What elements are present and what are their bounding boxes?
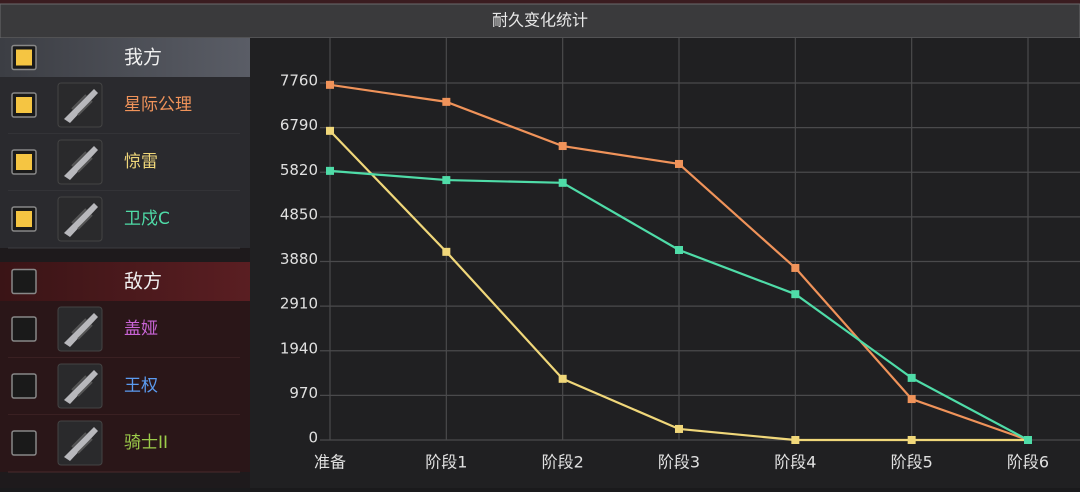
checkbox[interactable] <box>11 268 37 295</box>
data-point <box>442 247 451 256</box>
ship-name: 星际公理 <box>124 95 192 115</box>
ship-shape <box>64 370 98 404</box>
data-point <box>675 245 683 254</box>
y-tick-label: 970 <box>289 384 318 402</box>
ship-shape <box>64 203 98 237</box>
ship-row[interactable] <box>0 134 250 191</box>
window-title: 耐久变化统计 <box>492 11 588 30</box>
data-point <box>675 159 683 168</box>
checkbox[interactable] <box>11 316 37 342</box>
data-point <box>675 424 683 433</box>
data-point <box>907 395 916 404</box>
ship-name: 王权 <box>124 376 158 396</box>
y-tick-label: 0 <box>308 429 318 447</box>
checkbox-fill <box>16 211 32 227</box>
ship-row[interactable] <box>0 77 250 134</box>
x-tick-label: 阶段1 <box>425 453 467 472</box>
x-tick-label: 阶段6 <box>1007 453 1049 472</box>
ship-detail <box>71 94 93 116</box>
ship-detail <box>71 432 93 454</box>
checkbox-fill <box>16 154 32 170</box>
x-tick-label: 阶段4 <box>774 453 816 472</box>
data-point <box>442 176 451 185</box>
y-tick-label: 4850 <box>280 205 318 223</box>
y-tick-label: 5820 <box>280 161 318 179</box>
y-tick-label: 3880 <box>280 250 318 268</box>
ship-name: 骑士II <box>124 433 168 453</box>
ship-detail <box>71 318 93 340</box>
data-point <box>442 97 451 106</box>
ship-shape <box>64 427 98 461</box>
data-point <box>558 142 567 151</box>
checkbox[interactable] <box>11 430 37 456</box>
ship-detail <box>71 151 93 173</box>
group-label: 敌方 <box>124 271 162 293</box>
y-tick-label: 6790 <box>280 116 318 134</box>
x-tick-label: 阶段5 <box>891 453 933 472</box>
data-point <box>1024 436 1032 444</box>
group-label: 我方 <box>124 47 162 69</box>
checkbox-fill <box>16 97 32 113</box>
ship-row[interactable] <box>0 301 250 358</box>
ship-name: 盖娅 <box>124 319 158 339</box>
data-point <box>791 290 800 299</box>
plot: 0 970 1940 2910 3880 4850 5820 6790 7760 准备 阶段1 阶段2… <box>280 38 1080 472</box>
ship-row[interactable] <box>0 358 250 415</box>
data-point <box>558 374 567 383</box>
y-tick-label: 1940 <box>280 339 318 357</box>
plot-bg <box>250 38 1080 488</box>
data-point <box>326 126 334 135</box>
data-point <box>326 80 334 89</box>
ship-name: 惊雷 <box>124 152 158 172</box>
checkbox-fill <box>16 49 32 66</box>
data-point <box>791 436 800 444</box>
x-tick-label: 准备 <box>314 453 346 472</box>
ship-shape <box>64 146 98 180</box>
data-point <box>907 373 916 382</box>
ship-detail <box>71 375 93 397</box>
ship-row[interactable] <box>0 191 250 248</box>
data-point <box>326 166 334 175</box>
ship-detail <box>71 208 93 230</box>
group-header <box>0 38 250 77</box>
y-tick-label: 2910 <box>280 295 318 313</box>
data-point <box>907 436 916 444</box>
data-point <box>558 178 567 187</box>
ship-shape <box>64 89 98 123</box>
x-tick-label: 阶段3 <box>658 453 700 472</box>
checkbox[interactable] <box>11 373 37 399</box>
data-point <box>791 263 800 272</box>
title-bar <box>0 3 1080 39</box>
y-tick-label: 7760 <box>280 72 318 90</box>
ship-name: 卫戍C <box>124 209 170 229</box>
x-tick-label: 阶段2 <box>542 453 584 472</box>
ship-shape <box>64 313 98 347</box>
ship-row[interactable] <box>0 415 250 472</box>
group-header <box>0 262 250 301</box>
